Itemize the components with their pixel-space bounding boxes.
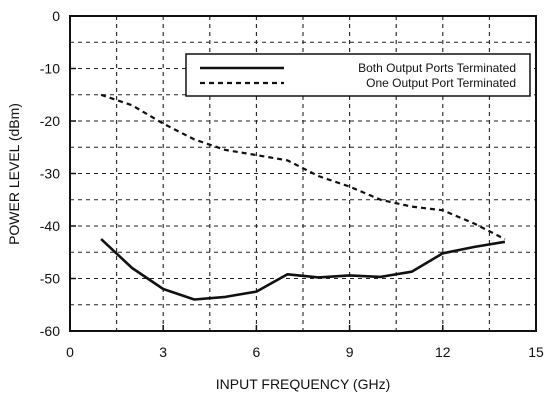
legend-label-2: One Output Port Terminated: [366, 76, 516, 90]
series-line-1: [100, 238, 506, 301]
y-tick-label: -10: [40, 61, 60, 77]
series-line-2: [100, 93, 506, 241]
y-tick-label: -30: [40, 166, 60, 182]
y-tick-label: -20: [40, 113, 60, 129]
y-tick-label: -60: [40, 323, 60, 339]
x-tick-label: 0: [66, 344, 74, 360]
y-axis-label: POWER LEVEL (dBm): [6, 103, 22, 245]
x-axis-label: INPUT FREQUENCY (GHz): [216, 376, 391, 392]
y-tick-label: -40: [40, 218, 60, 234]
x-tick-label: 15: [528, 344, 544, 360]
y-tick-label: 0: [52, 8, 60, 24]
x-tick-label: 9: [346, 344, 354, 360]
legend-label-1: Both Output Ports Terminated: [358, 61, 516, 75]
x-tick-label: 6: [253, 344, 261, 360]
series-layer: [100, 93, 506, 301]
y-tick-label: -50: [40, 271, 60, 287]
x-tick-label: 12: [435, 344, 451, 360]
legend-box: [185, 53, 531, 97]
tick-labels: 0 3 6 9 12 15 0 -10 -20 -30 -40 -50 -60: [40, 8, 544, 360]
x-tick-label: 3: [159, 344, 167, 360]
